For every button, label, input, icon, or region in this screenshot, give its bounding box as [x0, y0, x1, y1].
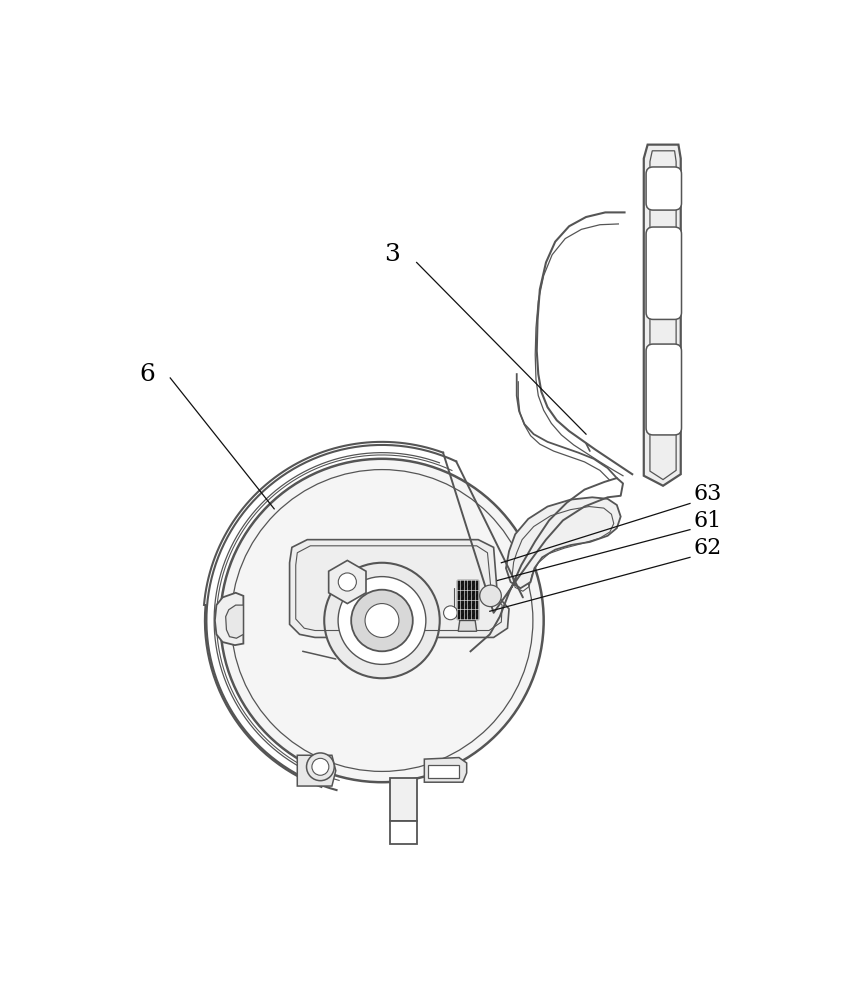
- Polygon shape: [429, 765, 459, 778]
- Text: 6: 6: [139, 363, 155, 386]
- Polygon shape: [389, 821, 417, 844]
- Circle shape: [351, 590, 412, 651]
- Text: 61: 61: [694, 510, 722, 532]
- Circle shape: [221, 459, 544, 782]
- Circle shape: [307, 753, 334, 781]
- FancyBboxPatch shape: [646, 167, 682, 210]
- Text: 63: 63: [694, 483, 722, 505]
- FancyBboxPatch shape: [646, 344, 682, 435]
- Polygon shape: [644, 145, 681, 486]
- Circle shape: [338, 573, 356, 591]
- Circle shape: [325, 563, 440, 678]
- Polygon shape: [215, 593, 244, 645]
- Text: 3: 3: [384, 243, 400, 266]
- Polygon shape: [458, 620, 476, 631]
- Circle shape: [312, 758, 329, 775]
- Polygon shape: [297, 755, 336, 786]
- Polygon shape: [457, 580, 478, 619]
- Polygon shape: [226, 605, 244, 638]
- Polygon shape: [506, 497, 620, 588]
- Circle shape: [365, 604, 399, 637]
- Polygon shape: [329, 560, 366, 604]
- Circle shape: [480, 585, 501, 607]
- Polygon shape: [389, 778, 417, 821]
- Polygon shape: [424, 758, 467, 782]
- FancyBboxPatch shape: [646, 227, 682, 319]
- Text: 62: 62: [694, 537, 722, 559]
- Circle shape: [338, 577, 426, 664]
- Circle shape: [444, 606, 458, 620]
- Polygon shape: [290, 540, 509, 637]
